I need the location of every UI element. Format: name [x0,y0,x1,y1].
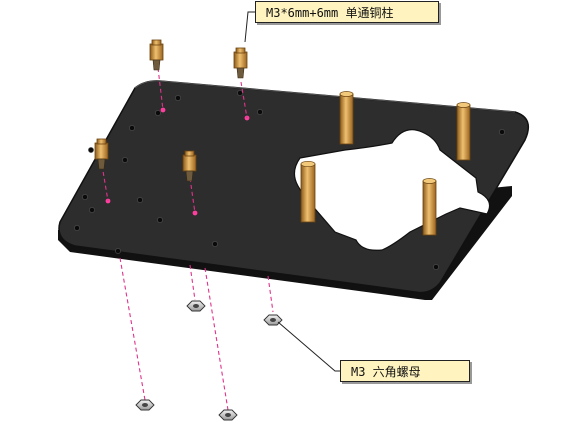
plate-cutout [293,129,491,251]
hex-nut-3 [135,399,155,411]
nut-callout-label: M3 六角螺母 [340,360,470,382]
standoff-small-2 [233,47,248,79]
leader-line-nut [277,321,340,372]
standoff-tall-1 [339,91,354,145]
hex-nut-4 [218,409,238,421]
standoff-tall-3 [300,160,316,223]
leader-line-standoff [244,11,255,43]
plate-highlight [134,80,516,113]
standoff-tall-4 [422,178,437,236]
hex-nut-1 [186,300,206,312]
standoff-tall-2 [456,102,471,161]
plate-holes [74,90,505,270]
standoff-small-1 [149,39,164,71]
standoff-callout-label: M3*6mm+6mm 单通铜柱 [255,1,439,23]
standoff-small-3 [94,138,109,170]
guide-lines [101,67,274,411]
hex-nut-2 [263,314,283,326]
standoff-small-4 [182,150,197,182]
